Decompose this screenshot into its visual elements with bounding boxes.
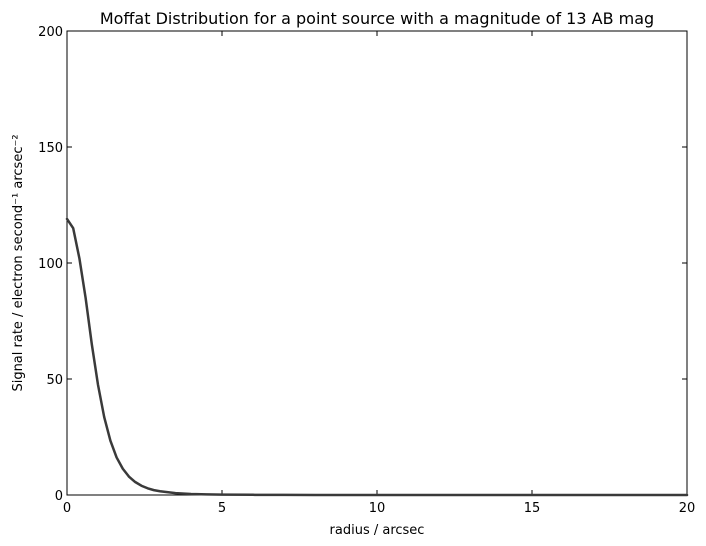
y-tick-label: 200 bbox=[38, 25, 63, 40]
x-tick-label: 0 bbox=[63, 501, 71, 516]
x-tick-label: 20 bbox=[679, 501, 696, 516]
y-axis-label: Signal rate / electron second⁻¹ arcsec⁻² bbox=[11, 134, 26, 391]
y-tick-label: 150 bbox=[38, 141, 63, 156]
x-axis-label: radius / arcsec bbox=[330, 523, 425, 538]
x-tick-label: 5 bbox=[218, 501, 226, 516]
y-tick-label: 100 bbox=[38, 257, 63, 272]
plot-frame bbox=[66, 30, 688, 496]
x-tick-label: 15 bbox=[524, 501, 541, 516]
y-tick-label: 0 bbox=[55, 489, 63, 504]
x-tick-label: 10 bbox=[369, 501, 386, 516]
y-tick-label: 50 bbox=[46, 373, 63, 388]
moffat-curve bbox=[65, 217, 689, 497]
chart-title: Moffat Distribution for a point source w… bbox=[100, 9, 654, 28]
